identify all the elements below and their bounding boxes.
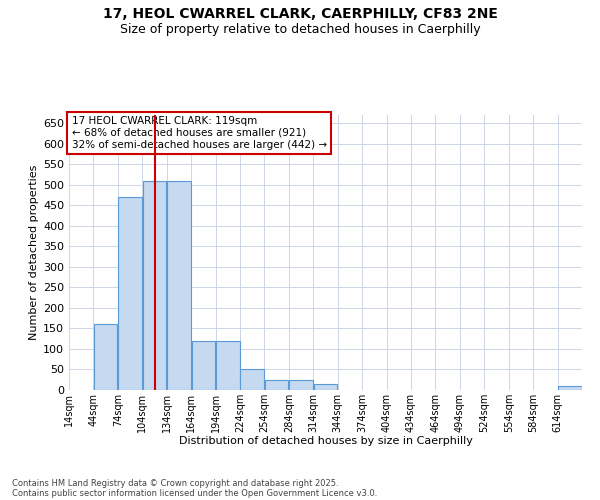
Y-axis label: Number of detached properties: Number of detached properties bbox=[29, 165, 39, 340]
Bar bbox=[558, 386, 581, 390]
Text: 17 HEOL CWARREL CLARK: 119sqm
← 68% of detached houses are smaller (921)
32% of : 17 HEOL CWARREL CLARK: 119sqm ← 68% of d… bbox=[71, 116, 326, 150]
Bar bbox=[94, 324, 118, 390]
Text: Contains HM Land Registry data © Crown copyright and database right 2025.: Contains HM Land Registry data © Crown c… bbox=[12, 478, 338, 488]
Text: 17, HEOL CWARREL CLARK, CAERPHILLY, CF83 2NE: 17, HEOL CWARREL CLARK, CAERPHILLY, CF83… bbox=[103, 8, 497, 22]
Bar bbox=[216, 340, 239, 390]
Bar bbox=[265, 380, 289, 390]
Bar bbox=[289, 380, 313, 390]
Bar bbox=[167, 180, 191, 390]
Bar bbox=[241, 370, 264, 390]
Bar bbox=[191, 340, 215, 390]
Bar bbox=[314, 384, 337, 390]
Bar bbox=[118, 197, 142, 390]
X-axis label: Distribution of detached houses by size in Caerphilly: Distribution of detached houses by size … bbox=[179, 436, 472, 446]
Text: Contains public sector information licensed under the Open Government Licence v3: Contains public sector information licen… bbox=[12, 488, 377, 498]
Bar bbox=[143, 180, 166, 390]
Text: Size of property relative to detached houses in Caerphilly: Size of property relative to detached ho… bbox=[119, 22, 481, 36]
